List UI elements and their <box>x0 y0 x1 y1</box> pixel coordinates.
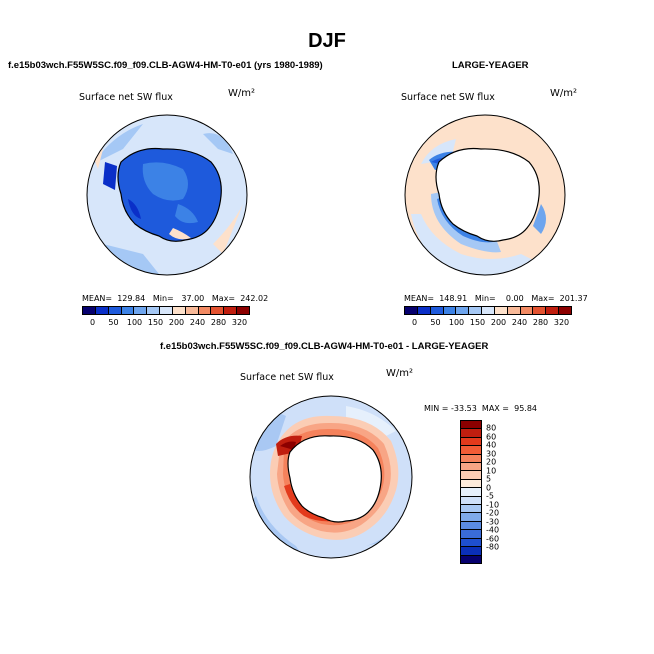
colorbar-swatch <box>461 505 481 514</box>
colorbar-swatch <box>224 307 238 314</box>
diff-colorbar-ticks: 80 60 40 30 20 10 5 0 -5 -10 -20 -30 -40 -60 -80 <box>486 420 526 564</box>
colorbar-tick-label: 30 <box>486 449 497 459</box>
right-case-title: LARGE-YEAGER <box>452 60 529 71</box>
colorbar-swatch <box>237 307 249 314</box>
right-units: W/m² <box>550 88 578 99</box>
colorbar-tick-label: 150 <box>147 318 164 327</box>
colorbar-swatch <box>461 555 481 563</box>
colorbar-tick-label: 240 <box>189 318 206 327</box>
left-case-title: f.e15b03wch.F55W5SC.f09_f09.CLB-AGW4-HM-… <box>8 60 323 71</box>
colorbar-swatch <box>482 307 495 314</box>
colorbar-swatch <box>147 307 161 314</box>
colorbar-swatch <box>121 307 135 314</box>
colorbar-tick-label: 240 <box>511 318 528 327</box>
colorbar-swatch <box>198 307 212 314</box>
colorbar-swatch <box>559 307 571 314</box>
colorbar-swatch <box>461 454 481 464</box>
figure-title: DJF <box>308 30 346 52</box>
colorbar-tick-label: -10 <box>486 500 500 510</box>
right-antarctica <box>435 147 540 242</box>
colorbar-swatch <box>461 429 481 438</box>
left-colorbar <box>82 306 250 315</box>
colorbar-swatch <box>160 307 173 314</box>
colorbar-swatch <box>405 307 418 314</box>
colorbar-swatch <box>211 307 225 314</box>
right-plot-label: Surface net SW flux <box>401 92 495 103</box>
colorbar-tick-label: -30 <box>486 517 500 527</box>
colorbar-swatch <box>172 307 186 314</box>
colorbar-tick-label: 10 <box>486 466 497 476</box>
left-units: W/m² <box>228 88 256 99</box>
right-stats: MEAN= 148.91 Min= 0.00 Max= 201.37 <box>404 294 588 303</box>
colorbar-tick-label: 200 <box>490 318 507 327</box>
colorbar-tick-label: -20 <box>486 508 500 518</box>
colorbar-swatch <box>461 496 481 506</box>
colorbar-swatch <box>461 463 481 472</box>
colorbar-swatch <box>461 547 481 556</box>
diff-polar-map <box>249 395 413 559</box>
colorbar-tick-label: 80 <box>486 423 497 433</box>
colorbar-swatch <box>83 307 96 314</box>
left-polar-map <box>86 114 248 276</box>
left-colorbar-ticks: 0 50 100 150 200 240 280 320 <box>82 318 250 330</box>
colorbar-swatch <box>546 307 560 314</box>
colorbar-tick-label: 5 <box>486 474 492 484</box>
colorbar-tick-label: 320 <box>231 318 248 327</box>
colorbar-swatch <box>461 421 481 430</box>
colorbar-swatch <box>533 307 547 314</box>
colorbar-swatch <box>95 307 109 314</box>
colorbar-tick-label: -60 <box>486 534 500 544</box>
colorbar-tick-label: 280 <box>532 318 549 327</box>
colorbar-swatch <box>520 307 534 314</box>
colorbar-swatch <box>443 307 457 314</box>
diff-plot-label: Surface net SW flux <box>240 372 334 383</box>
colorbar-tick-label: 320 <box>553 318 570 327</box>
colorbar-swatch <box>469 307 483 314</box>
colorbar-tick-label: 40 <box>486 440 497 450</box>
colorbar-swatch <box>461 479 481 489</box>
right-colorbar <box>404 306 572 315</box>
colorbar-swatch <box>461 446 481 455</box>
diff-colorbar <box>460 420 482 564</box>
diff-antarctica <box>287 435 382 523</box>
colorbar-swatch <box>461 538 481 548</box>
colorbar-swatch <box>461 513 481 522</box>
colorbar-tick-label: 0 <box>411 318 418 327</box>
colorbar-tick-label: 60 <box>486 432 497 442</box>
left-plot-label: Surface net SW flux <box>79 92 173 103</box>
diff-stats: MIN = -33.53 MAX = 95.84 <box>424 404 537 413</box>
colorbar-swatch <box>456 307 470 314</box>
diff-units: W/m² <box>386 368 414 379</box>
left-stats: MEAN= 129.84 Min= 37.00 Max= 242.02 <box>82 294 269 303</box>
colorbar-swatch <box>461 437 481 447</box>
colorbar-swatch <box>461 521 481 531</box>
colorbar-swatch <box>108 307 122 314</box>
colorbar-swatch <box>494 307 508 314</box>
colorbar-tick-label: -5 <box>486 491 494 501</box>
colorbar-swatch <box>185 307 199 314</box>
diff-case-title: f.e15b03wch.F55W5SC.f09_f09.CLB-AGW4-HM-… <box>160 341 489 352</box>
colorbar-tick-label: 200 <box>168 318 185 327</box>
colorbar-tick-label: 50 <box>430 318 441 327</box>
colorbar-tick-label: 20 <box>486 457 497 467</box>
colorbar-tick-label: 0 <box>89 318 96 327</box>
colorbar-tick-label: 100 <box>126 318 143 327</box>
right-colorbar-ticks: 0 50 100 150 200 240 280 320 <box>404 318 572 330</box>
colorbar-swatch <box>134 307 148 314</box>
colorbar-swatch <box>417 307 431 314</box>
colorbar-tick-label: 150 <box>469 318 486 327</box>
right-polar-map <box>404 114 566 276</box>
colorbar-tick-label: 50 <box>108 318 119 327</box>
colorbar-swatch <box>430 307 444 314</box>
colorbar-swatch <box>461 530 481 539</box>
colorbar-tick-label: -40 <box>486 525 500 535</box>
colorbar-tick-label: 100 <box>448 318 465 327</box>
colorbar-tick-label: 280 <box>210 318 227 327</box>
colorbar-swatch <box>507 307 521 314</box>
colorbar-swatch <box>461 488 481 497</box>
colorbar-tick-label: 0 <box>486 483 492 493</box>
colorbar-tick-label: -80 <box>486 542 500 552</box>
colorbar-swatch <box>461 471 481 480</box>
